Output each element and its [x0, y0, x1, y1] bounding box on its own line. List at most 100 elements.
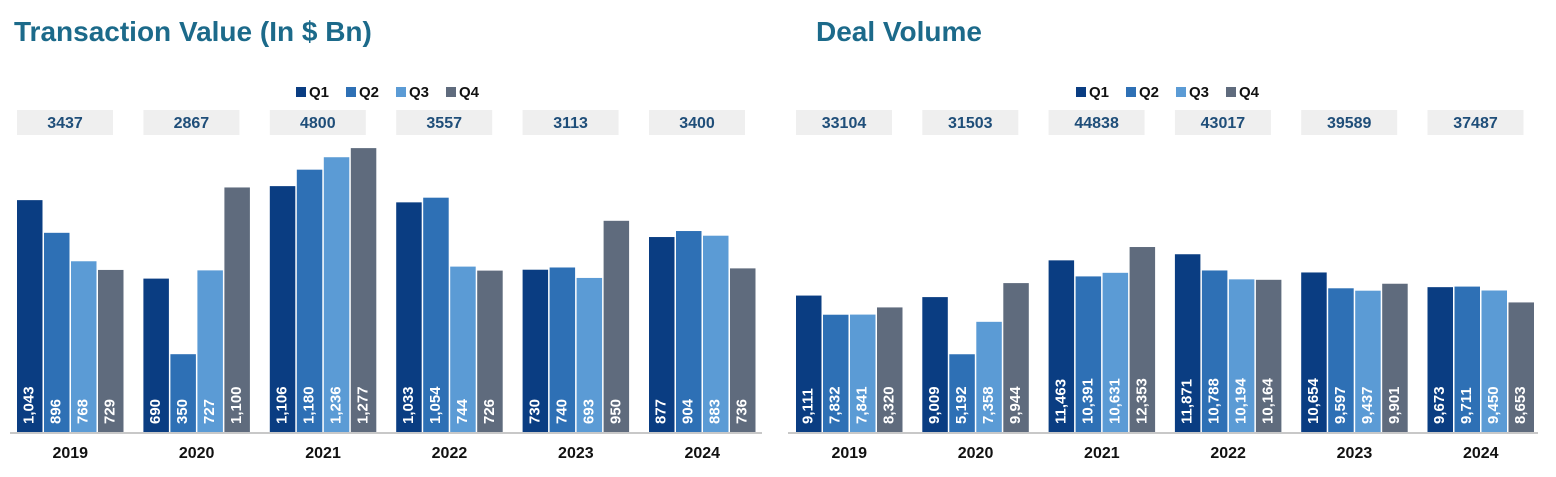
bar-value-label: 12,353 [1133, 378, 1150, 424]
bar-q3-2023 [576, 277, 603, 432]
bar-value-label: 1,054 [427, 386, 444, 424]
legend-swatch-q2 [1126, 87, 1136, 97]
bar-value-label: 950 [607, 399, 624, 424]
x-tick-label-2019: 2019 [831, 445, 867, 462]
bar-value-label: 883 [707, 399, 724, 424]
bar-value-label: 877 [653, 399, 670, 424]
year-total-box [1048, 110, 1145, 135]
bar-q1-2024 [1427, 287, 1453, 432]
bar-q2-2022 [1201, 270, 1228, 432]
bar-value-label: 10,194 [1233, 377, 1250, 424]
bar-value-label: 1,106 [274, 386, 291, 424]
x-tick-label-2021: 2021 [305, 445, 341, 462]
bar-value-label: 9,597 [1332, 386, 1349, 424]
bar-value-label: 11,871 [1179, 379, 1196, 424]
bar-value-label: 1,033 [400, 386, 417, 424]
bar-value-label: 693 [580, 399, 597, 424]
bar-value-label: 10,164 [1260, 377, 1277, 424]
bar-q3-2021 [323, 157, 350, 432]
bar-q4-2020 [1003, 283, 1029, 432]
legend-label-q4: Q4 [459, 84, 480, 101]
bar-q4-2019 [877, 307, 903, 432]
bar-value-label: 350 [174, 399, 191, 424]
bar-q2-2021 [1075, 276, 1102, 432]
year-total-box [1301, 110, 1398, 135]
year-total-box [17, 110, 113, 135]
bar-q1-2022 [1174, 254, 1201, 432]
bar-value-label: 896 [48, 399, 65, 424]
bar-value-label: 730 [526, 399, 543, 424]
legend-swatch-q4 [1226, 87, 1236, 97]
x-tick-label-2020: 2020 [179, 445, 215, 462]
bar-q1-2019 [17, 200, 43, 432]
bar-q2-2023 [549, 267, 576, 432]
bar-value-label: 8,320 [881, 386, 898, 424]
x-tick-label-2022: 2022 [432, 445, 468, 462]
bar-q4-2021 [1129, 247, 1156, 432]
bar-q3-2020 [197, 270, 223, 432]
year-total-label: 39589 [1327, 115, 1372, 132]
legend-swatch-q2 [346, 87, 356, 97]
deal-volume-chart: Deal Volume Q1 Q2 Q3 Q4 33104 9,111 7,832 7,841… [788, 16, 1538, 462]
bar-value-label: 727 [201, 399, 218, 424]
x-tick-label-2020: 2020 [958, 445, 994, 462]
bar-q2-2024 [676, 231, 702, 432]
transaction-value-chart: Transaction Value (In $ Bn) Q1 Q2 Q3 Q4 3437… [10, 16, 762, 462]
year-total-box [143, 110, 240, 135]
bar-value-label: 10,391 [1079, 378, 1096, 424]
bar-value-label: 9,711 [1458, 387, 1475, 424]
year-total-box [649, 110, 745, 135]
bar-q1-2023 [522, 269, 549, 432]
bar-value-label: 5,192 [953, 386, 970, 424]
legend-swatch-q4 [446, 87, 456, 97]
year-total-label: 33104 [822, 115, 867, 132]
bar-q3-2022 [450, 266, 476, 432]
bar-value-label: 9,437 [1359, 386, 1376, 424]
bar-q4-2020 [224, 187, 250, 432]
transaction-value-title: Transaction Value (In $ Bn) [14, 16, 372, 47]
year-total-label: 43017 [1201, 115, 1246, 132]
x-tick-label-2019: 2019 [52, 445, 88, 462]
legend-swatch-q1 [296, 87, 306, 97]
bar-q1-2021 [1048, 260, 1075, 432]
bar-q1-2022 [396, 202, 422, 432]
year-total-box [922, 110, 1019, 135]
bar-q3-2020 [976, 321, 1002, 432]
bar-q3-2024 [703, 235, 729, 432]
year-total-label: 37487 [1453, 115, 1498, 132]
bar-value-label: 1,043 [21, 386, 38, 424]
bar-q4-2021 [350, 148, 377, 432]
bar-value-label: 744 [454, 398, 471, 424]
bar-q2-2019 [823, 314, 849, 432]
year-total-label: 3400 [679, 115, 715, 132]
legend-label-q4: Q4 [1239, 84, 1260, 101]
bar-value-label: 1,180 [301, 386, 318, 424]
bar-value-label: 740 [553, 399, 570, 424]
bar-value-label: 8,653 [1512, 386, 1529, 424]
year-total-box [522, 110, 619, 135]
year-total-box [1427, 110, 1524, 135]
bar-value-label: 7,832 [827, 386, 844, 424]
bar-q3-2019 [71, 261, 97, 432]
bar-q2-2021 [296, 169, 323, 432]
bar-value-label: 9,901 [1386, 386, 1403, 424]
x-tick-label-2021: 2021 [1084, 445, 1120, 462]
year-total-label: 3557 [426, 115, 462, 132]
bar-value-label: 9,450 [1485, 386, 1502, 424]
legend-swatch-q3 [1176, 87, 1186, 97]
year-total-label: 44838 [1074, 115, 1119, 132]
bar-value-label: 736 [734, 399, 751, 424]
bar-q4-2019 [98, 269, 124, 432]
bar-q1-2023 [1301, 272, 1327, 432]
x-tick-label-2023: 2023 [558, 445, 594, 462]
year-total-label: 4800 [300, 115, 336, 132]
bar-value-label: 11,463 [1052, 379, 1069, 424]
bar-value-label: 9,111 [800, 388, 817, 424]
bar-value-label: 9,009 [926, 386, 943, 424]
bar-value-label: 768 [75, 399, 92, 424]
bar-q1-2019 [796, 295, 822, 432]
x-tick-label-2023: 2023 [1337, 445, 1373, 462]
bar-q2-2022 [423, 197, 449, 432]
legend-label-q3: Q3 [1189, 84, 1209, 101]
